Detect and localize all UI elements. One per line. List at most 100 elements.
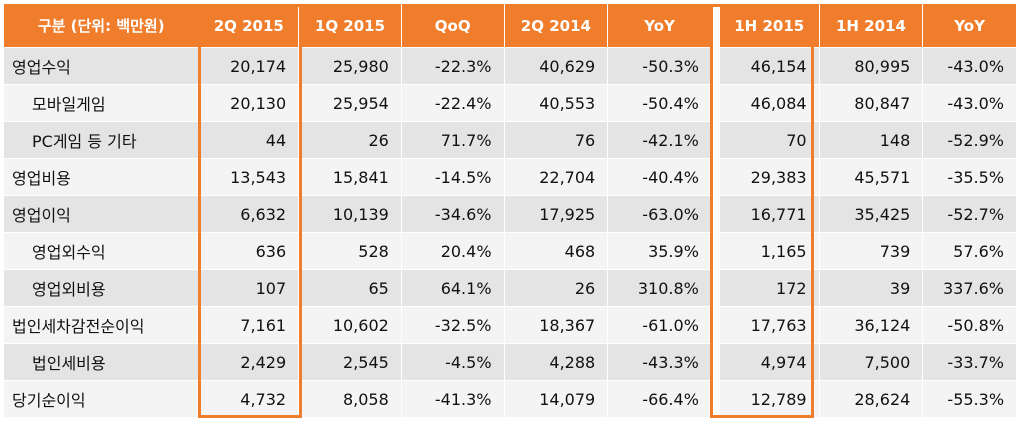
cell-1q-2015: 8,058 [299, 381, 402, 417]
cell-qoq: -22.3% [402, 48, 505, 84]
table-row: 당기순이익 4,732 8,058 -41.3% 14,079 -66.4% 12,789 2… [4, 381, 1016, 418]
cell-1h-2014: 35,425 [820, 196, 924, 232]
row-label: PC게임 등 기타 [4, 122, 200, 158]
column-gap [711, 85, 720, 121]
header-2q-2014: 2Q 2014 [505, 4, 609, 47]
table-row: 영업외비용 107 65 64.1% 26 310.8% 172 39 337.6% [4, 270, 1016, 307]
cell-2q-2014: 468 [505, 233, 609, 269]
cell-1q-2015: 26 [299, 122, 402, 158]
cell-yoy-half: -43.0% [947, 56, 1005, 76]
cell-yoy-half: -33.7% [947, 352, 1004, 372]
row-label: 영업외수익 [4, 233, 200, 269]
cell-1h-2014: 39 [820, 270, 924, 306]
cell-yoy-half: -35.5% [947, 167, 1005, 187]
cell-yoy: -42.1% [608, 122, 712, 158]
cell-qoq: -14.5% [402, 159, 505, 195]
cell-qoq: 64.1% [402, 270, 505, 306]
cell-1q-2015: 10,602 [299, 307, 402, 343]
cell-1q-2015: 15,841 [299, 159, 402, 195]
column-gap [711, 270, 720, 306]
cell-1h-2015: 4,974 [720, 344, 820, 380]
row-label: 영업비용 [4, 159, 200, 195]
header-yoy-half: YoY [954, 16, 985, 35]
header-qoq: QoQ [402, 4, 505, 47]
cell-1h-2015: 172 [720, 270, 820, 306]
cell-2q-2014: 18,367 [505, 307, 609, 343]
column-gap [711, 4, 720, 47]
cell-2q-2014: 4,288 [505, 344, 609, 380]
cell-1h-2014: 739 [820, 233, 924, 269]
header-2q-2015: 2Q 2015 [199, 4, 300, 47]
cell-qoq: 20.4% [402, 233, 505, 269]
cell-1q-2015: 10,139 [299, 196, 402, 232]
cell-2q-2015: 7,161 [199, 307, 300, 343]
row-label: 법인세차감전순이익 [4, 307, 200, 343]
cell-1h-2015: 70 [720, 122, 820, 158]
cell-yoy: -61.0% [608, 307, 712, 343]
header-yoy: YoY [608, 4, 712, 47]
cell-2q-2015: 636 [199, 233, 300, 269]
cell-1q-2015: 2,545 [299, 344, 402, 380]
cell-yoy: 310.8% [608, 270, 712, 306]
column-gap [711, 48, 720, 84]
cell-2q-2015: 20,174 [199, 48, 300, 84]
cell-yoy: -40.4% [608, 159, 712, 195]
header-category: 구분 (단위: 백만원) [4, 4, 200, 47]
cell-yoy-half: -52.9% [947, 130, 1004, 150]
income-statement-table: 구분 (단위: 백만원) 2Q 2015 1Q 2015 QoQ 2Q 2014… [4, 4, 1016, 418]
table-row: 법인세차감전순이익 7,161 10,602 -32.5% 18,367 -61.0% 17… [4, 307, 1016, 344]
cell-yoy: -50.3% [608, 48, 712, 84]
table-row: 영업외수익 636 528 20.4% 468 35.9% 1,165 739 57.6% [4, 233, 1016, 270]
cell-1h-2015: 16,771 [720, 196, 820, 232]
table-row: 법인세비용 2,429 2,545 -4.5% 4,288 -43.3% 4,974 7,50… [4, 344, 1016, 381]
table-row: 영업비용 13,543 15,841 -14.5% 22,704 -40.4% 29,383… [4, 159, 1016, 196]
cell-2q-2014: 26 [505, 270, 609, 306]
cell-yoy-half: -50.8% [947, 315, 1005, 335]
cell-yoy-half: 57.6% [953, 241, 1004, 261]
cell-qoq: -41.3% [402, 381, 505, 417]
table-row: 모바일게임 20,130 25,954 -22.4% 40,553 -50.4% 46,08… [4, 85, 1016, 122]
cell-yoy: -43.3% [608, 344, 712, 380]
column-gap [711, 307, 720, 343]
cell-2q-2015: 4,732 [199, 381, 300, 417]
cell-yoy: -63.0% [608, 196, 712, 232]
cell-yoy-half: -43.0% [947, 93, 1004, 113]
cell-2q-2015: 13,543 [199, 159, 300, 195]
cell-1h-2014: 45,571 [820, 159, 924, 195]
row-label: 당기순이익 [4, 381, 200, 417]
cell-yoy-half: -55.3% [947, 389, 1005, 409]
header-1q-2015: 1Q 2015 [299, 4, 402, 47]
cell-1h-2014: 80,847 [820, 85, 924, 121]
cell-1h-2015: 46,154 [720, 48, 820, 84]
cell-yoy: -66.4% [608, 381, 712, 417]
cell-1q-2015: 25,954 [299, 85, 402, 121]
table-row: 영업이익 6,632 10,139 -34.6% 17,925 -63.0% 16,771 3… [4, 196, 1016, 233]
cell-1h-2014: 7,500 [820, 344, 924, 380]
header-1h-2015: 1H 2015 [720, 4, 820, 47]
cell-1h-2015: 17,763 [720, 307, 820, 343]
cell-yoy-half: 337.6% [942, 278, 1004, 298]
table-row: PC게임 등 기타 44 26 71.7% 76 -42.1% 70 148 -52.9% [4, 122, 1016, 159]
header-1h-2014: 1H 2014 [820, 4, 924, 47]
row-label: 영업이익 [4, 196, 200, 232]
cell-1h-2014: 148 [820, 122, 924, 158]
row-label: 법인세비용 [4, 344, 200, 380]
cell-qoq: -22.4% [402, 85, 505, 121]
row-label: 모바일게임 [4, 85, 200, 121]
cell-2q-2014: 40,553 [505, 85, 609, 121]
table-header-row: 구분 (단위: 백만원) 2Q 2015 1Q 2015 QoQ 2Q 2014… [4, 4, 1016, 48]
row-label: 영업외비용 [4, 270, 200, 306]
cell-2q-2014: 40,629 [505, 48, 609, 84]
cell-yoy: 35.9% [608, 233, 712, 269]
cell-2q-2015: 107 [199, 270, 300, 306]
cell-1h-2015: 1,165 [720, 233, 820, 269]
cell-qoq: -32.5% [402, 307, 505, 343]
table-row: 영업수익 20,174 25,980 -22.3% 40,629 -50.3% 46,154… [4, 48, 1016, 85]
cell-1q-2015: 25,980 [299, 48, 402, 84]
cell-1h-2014: 80,995 [820, 48, 924, 84]
cell-2q-2014: 22,704 [505, 159, 609, 195]
cell-qoq: 71.7% [402, 122, 505, 158]
cell-1h-2015: 46,084 [720, 85, 820, 121]
column-gap [711, 233, 720, 269]
cell-1h-2014: 36,124 [820, 307, 924, 343]
